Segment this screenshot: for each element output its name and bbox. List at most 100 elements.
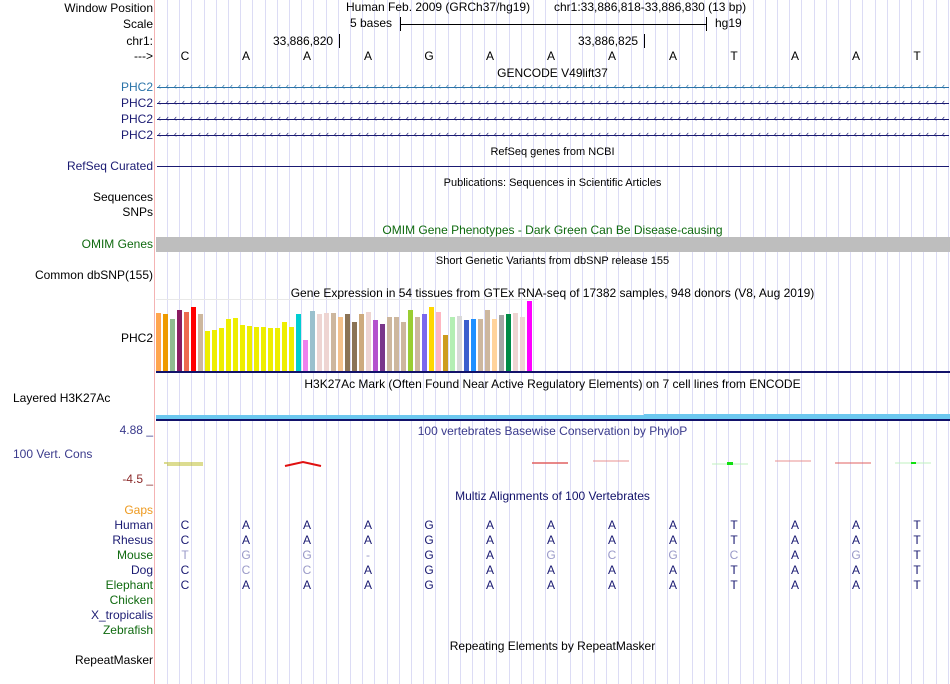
gencode-transcript-label[interactable]: PHC2 — [120, 112, 153, 126]
gtex-tissue-bar[interactable] — [219, 328, 224, 372]
gtex-tissue-bar[interactable] — [478, 319, 483, 372]
gtex-tissue-bar[interactable] — [352, 322, 357, 372]
gtex-bar-chart[interactable] — [156, 299, 538, 372]
gencode-transcript-label[interactable]: PHC2 — [120, 96, 153, 110]
gtex-tissue-bar[interactable] — [443, 335, 448, 372]
strand-arrow-icon: ‹ — [502, 113, 505, 123]
strand-arrow-icon: ‹ — [166, 97, 169, 107]
gtex-tissue-bar[interactable] — [282, 322, 287, 372]
phylop-max: 4.88 _ — [119, 423, 153, 437]
gtex-tissue-bar[interactable] — [331, 313, 336, 372]
gtex-tissue-bar[interactable] — [324, 313, 329, 372]
gtex-tissue-bar[interactable] — [261, 327, 266, 372]
strand-arrow-icon: ‹ — [542, 81, 545, 91]
gtex-tissue-bar[interactable] — [170, 319, 175, 372]
gtex-tissue-bar[interactable] — [289, 327, 294, 372]
gtex-tissue-bar[interactable] — [212, 330, 217, 372]
gtex-tissue-bar[interactable] — [163, 314, 168, 372]
gtex-tissue-bar[interactable] — [226, 319, 231, 372]
gtex-tissue-bar[interactable] — [275, 328, 280, 372]
gtex-tissue-bar[interactable] — [499, 315, 504, 372]
gencode-transcript-line[interactable] — [157, 135, 949, 136]
gtex-tissue-bar[interactable] — [205, 331, 210, 372]
phylop-label[interactable]: 100 Vert. Cons — [13, 447, 93, 461]
snps-label[interactable]: SNPs — [122, 205, 153, 219]
gtex-tissue-bar[interactable] — [303, 340, 308, 372]
gtex-tissue-bar[interactable] — [527, 301, 532, 372]
species-label[interactable]: X_tropicalis — [90, 608, 153, 622]
species-label[interactable]: Human — [114, 518, 153, 532]
species-label[interactable]: Zebrafish — [102, 623, 153, 637]
gtex-tissue-bar[interactable] — [422, 314, 427, 372]
gtex-tissue-bar[interactable] — [345, 314, 350, 372]
gtex-tissue-bar[interactable] — [394, 317, 399, 372]
gtex-tissue-bar[interactable] — [310, 311, 315, 372]
gtex-tissue-bar[interactable] — [254, 327, 259, 372]
gencode-transcript-label[interactable]: PHC2 — [120, 128, 153, 142]
strand-arrow-icon: ‹ — [510, 97, 513, 107]
gencode-transcript-label[interactable]: PHC2 — [120, 80, 153, 94]
grid-line — [716, 0, 717, 684]
strand-label: ---> — [134, 49, 153, 63]
strand-arrow-icon: ‹ — [710, 81, 713, 91]
gtex-tissue-bar[interactable] — [464, 320, 469, 372]
gtex-tissue-bar[interactable] — [177, 310, 182, 372]
strand-arrow-icon: ‹ — [838, 97, 841, 107]
gencode-transcript-line[interactable] — [157, 87, 949, 88]
reference-base: A — [302, 49, 311, 63]
gtex-tissue-bar[interactable] — [198, 314, 203, 372]
gaps-label[interactable]: Gaps — [124, 503, 153, 517]
repeatmasker-label[interactable]: RepeatMasker — [74, 653, 153, 667]
gtex-tissue-bar[interactable] — [506, 314, 511, 372]
gtex-label[interactable]: PHC2 — [120, 331, 153, 345]
gtex-tissue-bar[interactable] — [471, 319, 476, 372]
species-label[interactable]: Elephant — [105, 578, 153, 592]
gtex-tissue-bar[interactable] — [401, 322, 406, 372]
species-label[interactable]: Mouse — [116, 548, 153, 562]
gtex-tissue-bar[interactable] — [380, 324, 385, 372]
gtex-tissue-bar[interactable] — [268, 328, 273, 372]
gtex-tissue-bar[interactable] — [191, 307, 196, 372]
dbsnp-label[interactable]: Common dbSNP(155) — [34, 268, 153, 282]
gtex-tissue-bar[interactable] — [366, 312, 371, 372]
gencode-transcript-line[interactable] — [157, 119, 949, 120]
strand-arrow-icon: ‹ — [438, 81, 441, 91]
gtex-tissue-bar[interactable] — [247, 326, 252, 372]
omim-gene-bar[interactable] — [156, 237, 950, 252]
h3k27ac-label[interactable]: Layered H3K27Ac — [13, 391, 111, 405]
gtex-tissue-bar[interactable] — [492, 319, 497, 372]
gtex-tissue-bar[interactable] — [338, 317, 343, 372]
refseq-gene-line[interactable] — [157, 166, 949, 167]
gtex-tissue-bar[interactable] — [520, 317, 525, 372]
gtex-tissue-bar[interactable] — [457, 316, 462, 372]
gtex-tissue-bar[interactable] — [513, 313, 518, 372]
species-label[interactable]: Chicken — [109, 593, 153, 607]
gtex-tissue-bar[interactable] — [485, 310, 490, 372]
species-label[interactable]: Rhesus — [112, 533, 153, 547]
gtex-tissue-bar[interactable] — [429, 307, 434, 372]
species-label[interactable]: Dog — [130, 563, 153, 577]
strand-arrow-icon: ‹ — [270, 81, 273, 91]
gtex-tissue-bar[interactable] — [387, 317, 392, 372]
sequences-label[interactable]: Sequences — [92, 190, 153, 204]
gtex-tissue-bar[interactable] — [359, 314, 364, 372]
gtex-tissue-bar[interactable] — [436, 312, 441, 372]
phylop-title: 100 vertebrates Basewise Conservation by… — [417, 424, 688, 438]
gtex-tissue-bar[interactable] — [408, 310, 413, 372]
strand-arrow-icon: ‹ — [390, 97, 393, 107]
gtex-tissue-bar[interactable] — [184, 312, 189, 372]
omim-label[interactable]: OMIM Genes — [81, 237, 153, 251]
strand-arrow-icon: ‹ — [398, 81, 401, 91]
gtex-tissue-bar[interactable] — [373, 320, 378, 372]
strand-arrow-icon: ‹ — [166, 129, 169, 139]
gtex-tissue-bar[interactable] — [415, 317, 420, 372]
gtex-tissue-bar[interactable] — [317, 314, 322, 372]
refseq-label[interactable]: RefSeq Curated — [66, 159, 153, 173]
gtex-tissue-bar[interactable] — [296, 314, 301, 372]
gtex-tissue-bar[interactable] — [450, 317, 455, 372]
gencode-transcript-line[interactable] — [157, 103, 949, 104]
gtex-tissue-bar[interactable] — [156, 313, 161, 372]
gtex-tissue-bar[interactable] — [233, 318, 238, 372]
refseq-title: RefSeq genes from NCBI — [490, 146, 615, 158]
gtex-tissue-bar[interactable] — [240, 325, 245, 372]
